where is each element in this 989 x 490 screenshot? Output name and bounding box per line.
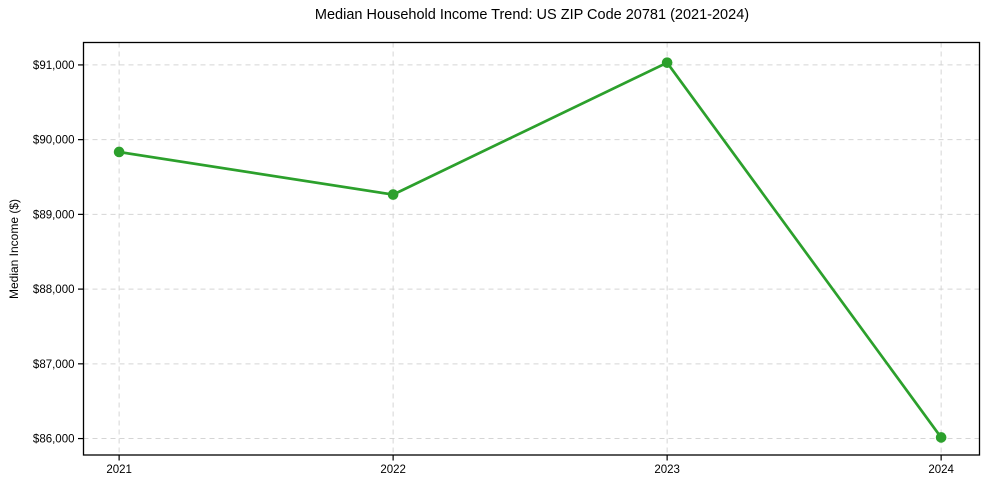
y-tick-label: $86,000 — [33, 434, 75, 446]
plot-border — [82, 41, 981, 456]
x-tick-label: 2021 — [106, 464, 132, 476]
x-tick-label: 2023 — [654, 464, 680, 476]
y-tick-label: $87,000 — [33, 359, 75, 371]
chart-title: Median Household Income Trend: US ZIP Co… — [314, 7, 750, 23]
data-point — [935, 432, 947, 443]
data-point — [113, 146, 125, 158]
x-tick-label: 2022 — [380, 464, 406, 476]
y-tick-label: $91,000 — [33, 60, 75, 72]
data-point — [661, 57, 673, 68]
trend-line — [117, 61, 943, 439]
y-tick-label: $88,000 — [33, 284, 75, 296]
y-tick-label: $89,000 — [33, 209, 75, 221]
x-tick-label: 2024 — [928, 464, 954, 476]
data-point — [387, 189, 399, 200]
y-tick-label: $90,000 — [33, 135, 75, 147]
